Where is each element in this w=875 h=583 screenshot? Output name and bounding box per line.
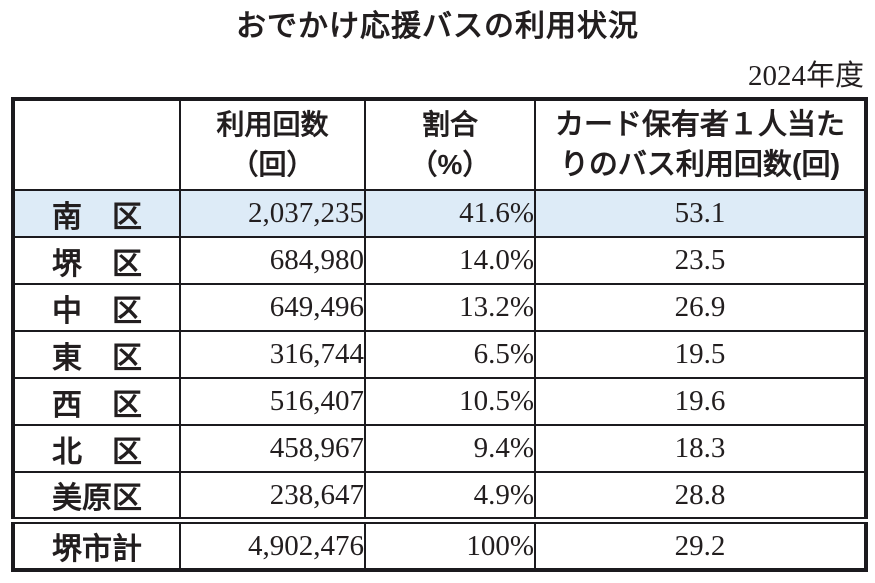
- ratio-value: 14.0%: [364, 236, 536, 285]
- header-usage-count: 利用回数 （回）: [179, 98, 366, 191]
- per-holder-value: 29.2: [534, 517, 867, 571]
- header-usage-line1: 利用回数: [216, 109, 329, 140]
- region-label: 北 区: [12, 424, 181, 473]
- header-ratio-line2: （%）: [409, 149, 491, 180]
- per-holder-value: 23.5: [534, 236, 867, 285]
- region-label: 南 区: [12, 189, 181, 238]
- ratio-value: 4.9%: [364, 471, 536, 522]
- ratio-value: 41.6%: [364, 189, 536, 238]
- region-label: 西 区: [12, 377, 181, 426]
- region-label: 堺 区: [12, 236, 181, 285]
- region-label: 中 区: [12, 283, 181, 332]
- header-usage-line2: （回）: [230, 149, 315, 180]
- per-holder-value: 19.5: [534, 330, 867, 379]
- per-holder-value: 18.3: [534, 424, 867, 473]
- header-row: 利用回数 （回） 割合 （%） カード保有者１人当た りのバス利用回数(回): [12, 98, 867, 191]
- region-label: 堺市計: [12, 517, 181, 571]
- usage-count-value: 316,744: [179, 330, 366, 379]
- header-per-holder: カード保有者１人当た りのバス利用回数(回): [534, 98, 867, 191]
- page-title: おでかけ応援バスの利用状況: [236, 10, 639, 43]
- header-ratio: 割合 （%）: [364, 98, 536, 191]
- usage-count-value: 2,037,235: [179, 189, 366, 238]
- header-ratio-line1: 割合: [421, 109, 478, 140]
- page: おでかけ応援バスの利用状況 2024年度 利用回数 （回） 割合 （%） カード…: [0, 9, 875, 583]
- table-row-minami: 南 区 2,037,235 41.6% 53.1: [12, 189, 867, 238]
- bus-usage-table: 利用回数 （回） 割合 （%） カード保有者１人当た りのバス利用回数(回) 南…: [11, 97, 868, 572]
- table-row-higashi: 東 区 316,744 6.5% 19.5: [12, 330, 867, 379]
- ratio-value: 10.5%: [364, 377, 536, 426]
- per-holder-value: 53.1: [534, 189, 867, 238]
- per-holder-value: 28.8: [534, 471, 867, 522]
- region-label: 東 区: [12, 330, 181, 379]
- usage-count-value: 649,496: [179, 283, 366, 332]
- table-row-naka: 中 区 649,496 13.2% 26.9: [12, 283, 867, 332]
- header-per-holder-line1: カード保有者１人当た: [554, 109, 845, 141]
- ratio-value: 100%: [364, 517, 536, 571]
- table-row-sakai: 堺 区 684,980 14.0% 23.5: [12, 236, 867, 285]
- usage-count-value: 516,407: [179, 377, 366, 426]
- table-row-mihara: 美原区 238,647 4.9% 28.8: [12, 471, 867, 522]
- ratio-value: 6.5%: [364, 330, 536, 379]
- usage-count-value: 684,980: [179, 236, 366, 285]
- header-per-holder-line2: りのバス利用回数(回): [559, 149, 841, 181]
- usage-count-value: 458,967: [179, 424, 366, 473]
- table-row-city-total: 堺市計 4,902,476 100% 29.2: [12, 517, 867, 571]
- region-label: 美原区: [12, 471, 181, 522]
- usage-count-value: 238,647: [179, 471, 366, 522]
- table-row-kita: 北 区 458,967 9.4% 18.3: [12, 424, 867, 473]
- per-holder-value: 19.6: [534, 377, 867, 426]
- ratio-value: 13.2%: [364, 283, 536, 332]
- header-region: [12, 98, 181, 191]
- table-row-nishi: 西 区 516,407 10.5% 19.6: [12, 377, 867, 426]
- per-holder-value: 26.9: [534, 283, 867, 332]
- fiscal-year-label: 2024年度: [747, 60, 864, 92]
- usage-count-value: 4,902,476: [179, 517, 366, 571]
- ratio-value: 9.4%: [364, 424, 536, 473]
